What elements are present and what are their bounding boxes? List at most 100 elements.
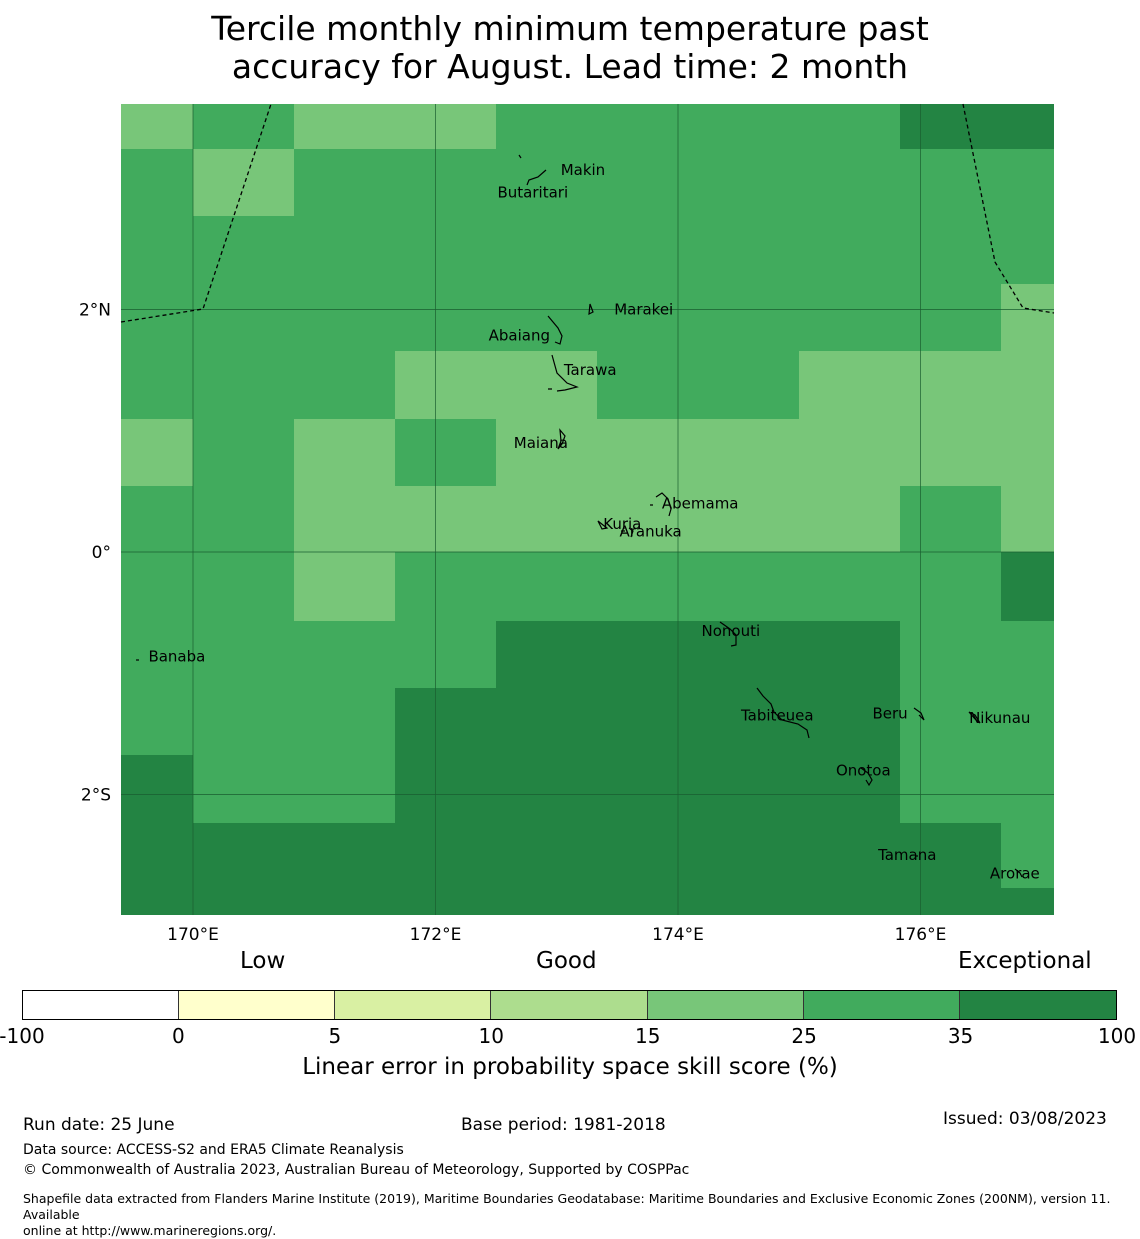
- skill-cell: [1001, 216, 1054, 284]
- abemama-coastline: [650, 492, 672, 517]
- island-label: Aranuka: [620, 522, 682, 540]
- skill-cell: [900, 419, 1001, 486]
- skill-cell: [294, 823, 395, 915]
- skill-cell: [294, 419, 395, 486]
- skill-grid-cells: [121, 104, 1054, 915]
- island-label: Nikunau: [969, 709, 1030, 727]
- skill-cell: [597, 823, 799, 915]
- skill-cell: [900, 552, 1001, 621]
- skill-cell: [900, 351, 1001, 419]
- skill-cell: [597, 486, 799, 552]
- colorbar-segment: [335, 991, 492, 1019]
- nikunau-coastline: [968, 711, 981, 724]
- beru-coastline: [913, 707, 925, 721]
- skill-cell: [121, 419, 193, 486]
- skill-cell: [294, 149, 395, 216]
- onotoa-coastline: [860, 767, 873, 787]
- maiana-coastline: [557, 428, 566, 450]
- skill-cell: [799, 104, 900, 149]
- skill-cell: [496, 755, 597, 823]
- shapefile-credit-line-2: online at http://www.marineregions.org/.: [23, 1223, 277, 1238]
- colorbar-segment: [179, 991, 336, 1019]
- skill-cell: [193, 216, 294, 284]
- skill-cell: [395, 823, 496, 915]
- skill-cell: [193, 149, 294, 216]
- skill-cell: [294, 216, 395, 284]
- colorbar-tick-label: 25: [791, 1024, 817, 1048]
- skill-cell: [900, 621, 1001, 688]
- x-tick-label: 172°E: [410, 925, 462, 940]
- tabiteuea-coastline: [756, 687, 810, 739]
- skill-cell: [294, 351, 395, 419]
- kuria-coastline: [597, 520, 609, 530]
- skill-cell: [294, 755, 395, 823]
- island-label: Tarawa: [563, 361, 617, 379]
- chart-title: Tercile monthly minimum temperature past…: [0, 10, 1140, 86]
- abaiang-coastline: [547, 315, 563, 345]
- skill-cell: [121, 688, 193, 755]
- skill-cell: [496, 284, 597, 351]
- colorbar-tick-label: 0: [172, 1024, 185, 1048]
- skill-cell: [193, 552, 294, 621]
- skill-cell: [597, 755, 799, 823]
- skill-cell: [1001, 284, 1054, 351]
- island-label: Banaba: [148, 647, 205, 665]
- skill-cell: [496, 823, 597, 915]
- colorbar-tick-label: 10: [478, 1024, 505, 1048]
- skill-cell: [1001, 486, 1054, 552]
- skill-cell: [900, 149, 1001, 216]
- colorbar-segment: [803, 991, 960, 1019]
- colorbar-segment: [23, 991, 180, 1019]
- skill-cell: [193, 351, 294, 419]
- island-label: Onotoa: [836, 761, 891, 779]
- island-label: Tamana: [877, 846, 936, 864]
- map-gridlines: [121, 104, 1054, 915]
- colorbar-tick-label: 5: [328, 1024, 342, 1048]
- skill-cell: [193, 621, 294, 688]
- skill-cell: [496, 149, 597, 216]
- skill-cell: [1001, 552, 1054, 621]
- skill-cell: [121, 486, 193, 552]
- skill-cell: [121, 552, 193, 621]
- shapefile-credit: Shapefile data extracted from Flanders M…: [23, 1191, 1140, 1239]
- skill-cell: [193, 688, 294, 755]
- island-label: Arorae: [990, 864, 1040, 882]
- colorbar-label: Linear error in probability space skill …: [302, 1054, 838, 1080]
- skill-cell: [193, 419, 294, 486]
- skill-cell: [597, 149, 799, 216]
- skill-cell: [121, 284, 193, 351]
- skill-cell: [1001, 351, 1054, 419]
- skill-cell: [799, 552, 900, 621]
- island-label: Nonouti: [702, 622, 761, 640]
- skill-cell: [294, 104, 395, 149]
- colorbar-tick-label: -100: [0, 1024, 45, 1048]
- skill-cell: [395, 755, 496, 823]
- aranuka-coastline: [621, 527, 634, 538]
- skill-cell: [193, 104, 294, 149]
- colorbar-segment: [491, 991, 648, 1019]
- island-label: Abaiang: [489, 327, 550, 345]
- colorbar-tick-label: 35: [947, 1024, 974, 1048]
- x-tick-label: 176°E: [895, 925, 947, 940]
- title-line-2: accuracy for August. Lead time: 2 month: [231, 47, 909, 86]
- skill-cell: [395, 216, 496, 284]
- skill-cell: [597, 351, 799, 419]
- skill-cell: [799, 688, 900, 755]
- island-label: Abemama: [662, 495, 739, 513]
- nonouti-coastline: [719, 621, 737, 647]
- tarawa-coastline: [548, 354, 579, 392]
- skill-cell: [799, 216, 900, 284]
- skill-cell: [496, 351, 597, 419]
- skill-cell: [294, 552, 395, 621]
- skill-cell: [121, 621, 193, 688]
- eez-boundaries: [120, 103, 1055, 323]
- island-label: Marakei: [614, 301, 673, 319]
- island-label: Tabiteuea: [740, 707, 814, 725]
- eez-boundary-west: [120, 103, 272, 323]
- skill-cell: [496, 419, 597, 486]
- island-labels: Makin Butaritari Marakei Abaiang Tarawa Maian…: [148, 161, 1039, 882]
- skill-cell: [597, 216, 799, 284]
- skill-cell: [900, 104, 1001, 149]
- skill-cell: [900, 688, 1001, 755]
- skill-cell: [395, 688, 496, 755]
